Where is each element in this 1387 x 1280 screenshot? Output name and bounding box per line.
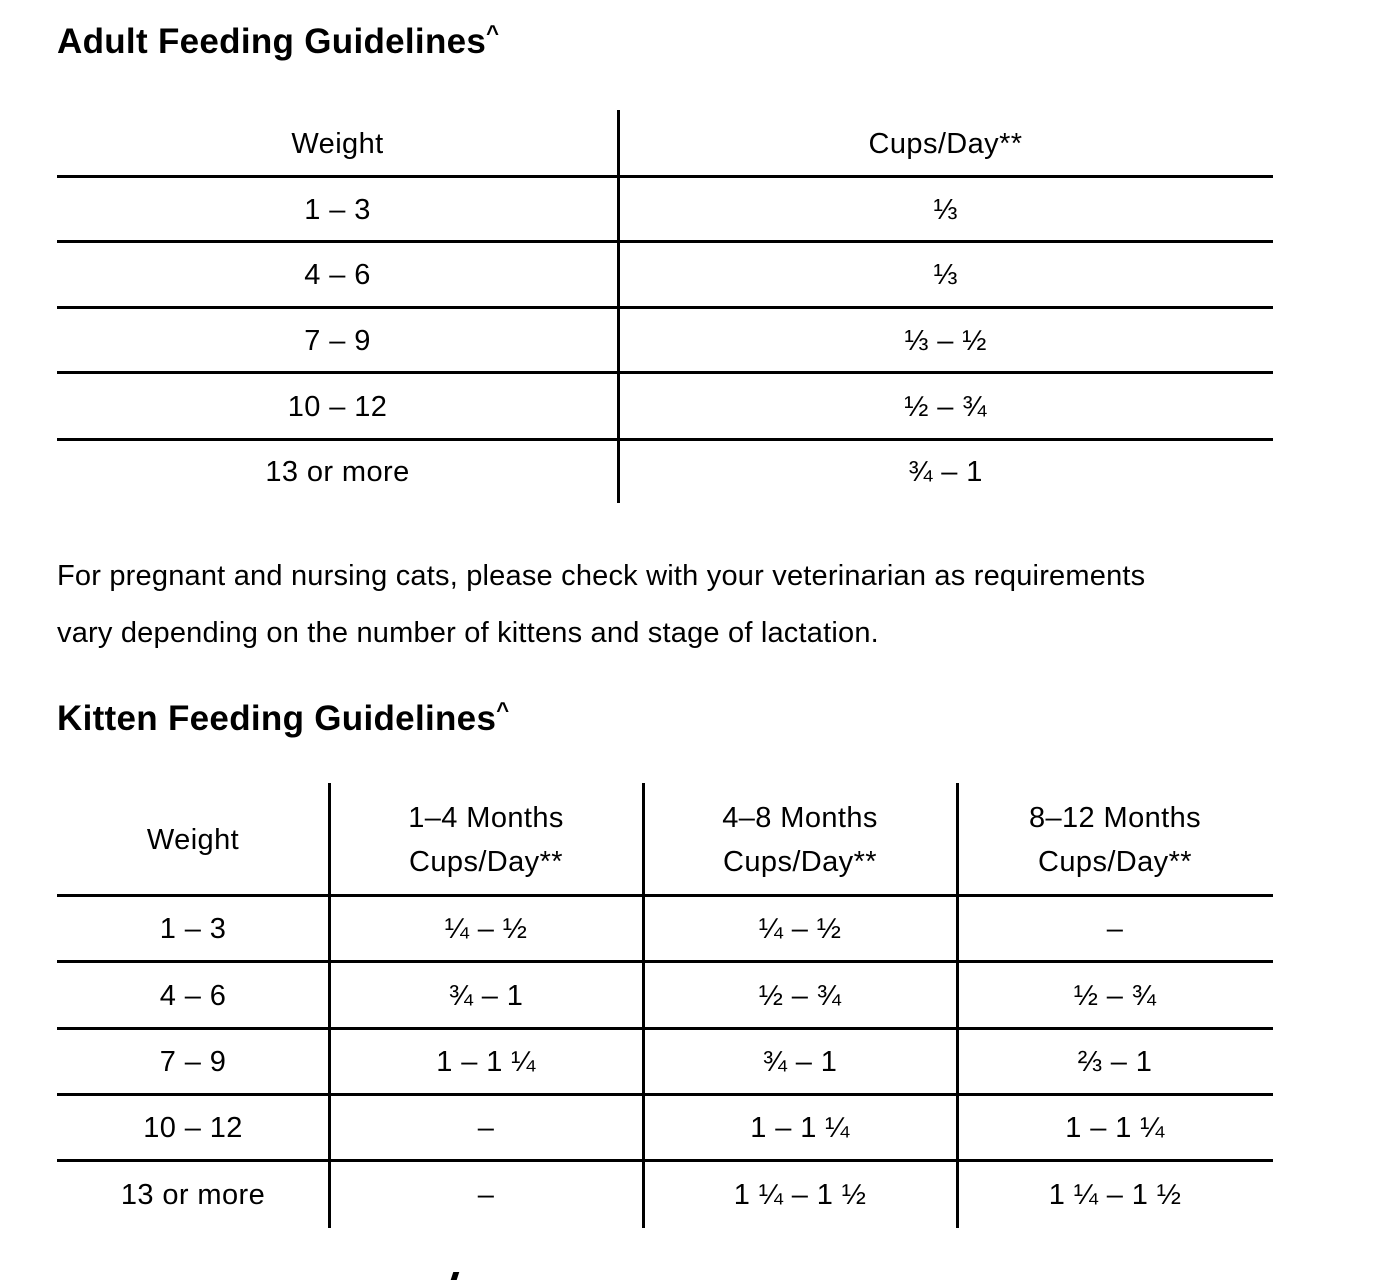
kitten-table-row: 4 – 6 ¾ – 1 ½ – ¾ ½ – ¾	[57, 962, 1273, 1029]
adult-heading-footnote-caret: ^	[486, 20, 500, 46]
header-line: Cups/Day**	[723, 845, 877, 878]
kitten-cups-cell: 1 – 1 ¼	[1065, 1112, 1165, 1144]
header-line: Cups/Day**	[1038, 845, 1192, 878]
kitten-feeding-table: Weight 1–4 Months Cups/Day** 4–8 Months …	[57, 783, 1273, 1228]
kitten-weight-cell: 13 or more	[120, 1178, 266, 1211]
table-column-divider	[328, 783, 331, 1228]
adult-weight-cell: 4 – 6	[304, 259, 371, 291]
adult-table-row: 4 – 6 ⅓	[57, 242, 1273, 308]
note-line: For pregnant and nursing cats, please ch…	[57, 560, 1146, 592]
adult-feeding-table: Weight Cups/Day** 1 – 3 ⅓ 4 – 6 ⅓ 7 – 9 …	[57, 110, 1273, 503]
cut-off-text-fragment	[448, 1272, 460, 1280]
kitten-table-row: 1 – 3 ¼ – ½ ¼ – ½ –	[57, 896, 1273, 962]
adult-cups-cell: ⅓	[933, 193, 958, 226]
kitten-cups-cell: ½ – ¾	[758, 979, 842, 1012]
kitten-cups-cell: ¾ – 1	[448, 979, 524, 1012]
kitten-weight-cell: 7 – 9	[159, 1046, 227, 1078]
pregnant-nursing-note: For pregnant and nursing cats, please ch…	[57, 548, 1337, 662]
kitten-cups-cell: –	[477, 1178, 495, 1211]
adult-heading-text: Adult Feeding Guidelines	[57, 22, 487, 61]
adult-weight-cell: 7 – 9	[304, 324, 371, 357]
header-line: 8–12 Months	[1028, 801, 1202, 834]
kitten-cups-cell: ½ – ¾	[1073, 979, 1157, 1012]
table-column-divider	[617, 110, 620, 503]
kitten-cups-cell: 1 ¼ – 1 ½	[1048, 1178, 1182, 1211]
adult-cups-cell: ⅓ – ½	[904, 324, 987, 357]
table-rule	[57, 371, 1273, 374]
header-line: 1–4 Months	[408, 801, 564, 834]
table-rule	[57, 175, 1273, 178]
kitten-cups-cell: 1 ¼ – 1 ½	[733, 1178, 867, 1211]
header-line: Weight	[146, 823, 240, 856]
kitten-weight-cell: 4 – 6	[159, 979, 227, 1012]
adult-weight-cell: 13 or more	[265, 455, 410, 488]
table-rule	[57, 1159, 1273, 1162]
kitten-weight-cell: 10 – 12	[143, 1112, 243, 1144]
adult-cups-cell: ¾ – 1	[908, 455, 983, 488]
kitten-header-1-4-months: 1–4 Months Cups/Day**	[329, 783, 643, 896]
adult-cups-cell: ⅓	[933, 259, 958, 291]
kitten-cups-cell: ¼ – ½	[758, 913, 842, 945]
kitten-header-weight: Weight	[57, 783, 329, 896]
adult-table-row: 7 – 9 ⅓ – ½	[57, 308, 1273, 373]
kitten-table-row: 10 – 12 – 1 – 1 ¼ 1 – 1 ¼	[57, 1095, 1273, 1161]
adult-header-weight: Weight	[291, 127, 384, 160]
table-rule	[57, 438, 1273, 441]
adult-header-cups: Cups/Day**	[868, 127, 1023, 160]
adult-cups-cell: ½ – ¾	[904, 390, 987, 423]
table-column-divider	[956, 783, 959, 1228]
kitten-table-row: 7 – 9 1 – 1 ¼ ¾ – 1 ⅔ – 1	[57, 1029, 1273, 1095]
adult-table-row: 1 – 3 ⅓	[57, 177, 1273, 242]
kitten-heading-footnote-caret: ^	[496, 697, 510, 723]
kitten-cups-cell: ⅔ – 1	[1077, 1046, 1153, 1078]
kitten-cups-cell: ¼ – ½	[444, 913, 528, 945]
kitten-table-row: 13 or more – 1 ¼ – 1 ½ 1 ¼ – 1 ½	[57, 1161, 1273, 1228]
header-line: 4–8 Months	[722, 801, 878, 834]
kitten-section-heading: Kitten Feeding Guidelines^	[57, 697, 509, 741]
table-rule	[57, 1093, 1273, 1096]
kitten-table-header-row: Weight 1–4 Months Cups/Day** 4–8 Months …	[57, 783, 1273, 896]
kitten-heading-text: Kitten Feeding Guidelines	[57, 699, 497, 738]
kitten-header-4-8-months: 4–8 Months Cups/Day**	[643, 783, 957, 896]
kitten-cups-cell: 1 – 1 ¼	[436, 1046, 536, 1078]
kitten-weight-cell: 1 – 3	[159, 913, 227, 945]
table-rule	[57, 240, 1273, 243]
table-rule	[57, 1027, 1273, 1030]
kitten-cups-cell: ¾ – 1	[762, 1046, 838, 1078]
table-column-divider	[642, 783, 645, 1228]
adult-table-row: 13 or more ¾ – 1	[57, 440, 1273, 503]
table-rule	[57, 894, 1273, 897]
adult-table-header-row: Weight Cups/Day**	[57, 110, 1273, 177]
table-rule	[57, 306, 1273, 309]
adult-table-row: 10 – 12 ½ – ¾	[57, 373, 1273, 440]
header-line: Cups/Day**	[409, 845, 563, 878]
note-line: vary depending on the number of kittens …	[57, 617, 879, 649]
kitten-cups-cell: –	[477, 1112, 495, 1144]
kitten-cups-cell: –	[1106, 913, 1124, 945]
kitten-cups-cell: 1 – 1 ¼	[750, 1112, 850, 1144]
kitten-header-8-12-months: 8–12 Months Cups/Day**	[957, 783, 1273, 896]
adult-weight-cell: 10 – 12	[287, 390, 388, 423]
adult-weight-cell: 1 – 3	[304, 193, 371, 226]
table-rule	[57, 960, 1273, 963]
adult-section-heading: Adult Feeding Guidelines^	[57, 20, 499, 64]
